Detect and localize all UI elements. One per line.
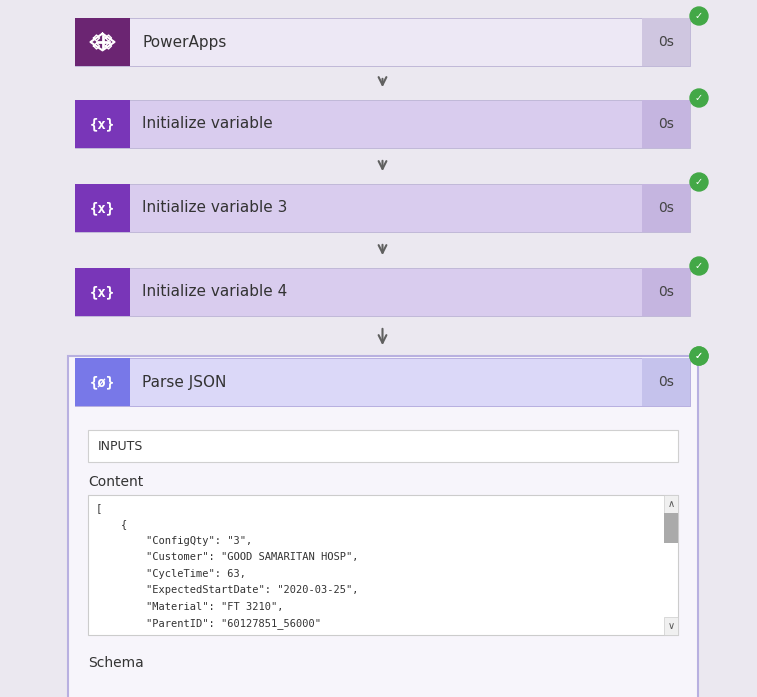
Text: 0s: 0s: [658, 201, 674, 215]
Text: {ø}: {ø}: [90, 375, 115, 389]
FancyBboxPatch shape: [642, 268, 690, 316]
Text: ✓: ✓: [695, 11, 703, 22]
Text: ∧: ∧: [668, 499, 674, 509]
FancyBboxPatch shape: [75, 100, 690, 148]
Text: "CycleTime": 63,: "CycleTime": 63,: [96, 569, 246, 579]
Text: Initialize variable 3: Initialize variable 3: [142, 201, 288, 215]
Circle shape: [690, 7, 708, 25]
FancyBboxPatch shape: [75, 18, 130, 66]
Text: {x}: {x}: [90, 285, 115, 299]
Text: 0s: 0s: [658, 375, 674, 389]
FancyBboxPatch shape: [88, 495, 678, 635]
Text: {x}: {x}: [90, 201, 115, 215]
Text: Content: Content: [88, 475, 143, 489]
FancyBboxPatch shape: [642, 358, 690, 406]
Text: "Material": "FT 3210",: "Material": "FT 3210",: [96, 602, 284, 611]
FancyBboxPatch shape: [88, 430, 678, 462]
Text: 0s: 0s: [658, 35, 674, 49]
Circle shape: [690, 347, 708, 365]
Text: 0s: 0s: [658, 375, 674, 389]
FancyBboxPatch shape: [75, 184, 130, 232]
FancyBboxPatch shape: [75, 184, 690, 232]
Text: INPUTS: INPUTS: [98, 440, 143, 452]
FancyBboxPatch shape: [75, 268, 130, 316]
FancyBboxPatch shape: [75, 268, 690, 316]
Text: ✓: ✓: [695, 261, 703, 272]
Text: "Customer": "GOOD SAMARITAN HOSP",: "Customer": "GOOD SAMARITAN HOSP",: [96, 552, 359, 562]
FancyBboxPatch shape: [75, 100, 130, 148]
Text: {x}: {x}: [90, 117, 115, 131]
Text: Parse JSON: Parse JSON: [142, 374, 226, 390]
Text: 0s: 0s: [658, 285, 674, 299]
Circle shape: [690, 89, 708, 107]
FancyBboxPatch shape: [75, 358, 690, 406]
Text: ✓: ✓: [695, 178, 703, 187]
FancyBboxPatch shape: [642, 184, 690, 232]
FancyBboxPatch shape: [664, 617, 678, 635]
Text: ✓: ✓: [695, 351, 703, 362]
Circle shape: [690, 347, 708, 365]
Text: "ConfigQty": "3",: "ConfigQty": "3",: [96, 535, 252, 546]
Text: PowerApps: PowerApps: [142, 34, 226, 49]
Circle shape: [690, 257, 708, 275]
FancyBboxPatch shape: [75, 358, 690, 406]
Text: ∨: ∨: [668, 621, 674, 631]
FancyBboxPatch shape: [75, 358, 130, 406]
FancyBboxPatch shape: [642, 358, 690, 406]
Text: Schema: Schema: [88, 656, 144, 670]
FancyBboxPatch shape: [642, 18, 690, 66]
Text: "ParentID": "60127851_56000": "ParentID": "60127851_56000": [96, 618, 321, 629]
Text: [: [: [96, 503, 102, 512]
Text: ✓: ✓: [695, 351, 703, 362]
FancyBboxPatch shape: [664, 495, 678, 513]
Text: ✓: ✓: [695, 93, 703, 103]
Circle shape: [690, 173, 708, 191]
Text: Initialize variable: Initialize variable: [142, 116, 273, 132]
FancyBboxPatch shape: [75, 18, 690, 66]
Text: Initialize variable 4: Initialize variable 4: [142, 284, 287, 300]
Text: {: {: [96, 519, 127, 529]
FancyBboxPatch shape: [664, 513, 678, 543]
Text: {ø}: {ø}: [90, 375, 115, 389]
FancyBboxPatch shape: [68, 356, 698, 697]
Text: "ExpectedStartDate": "2020-03-25",: "ExpectedStartDate": "2020-03-25",: [96, 585, 359, 595]
FancyBboxPatch shape: [75, 358, 130, 406]
FancyBboxPatch shape: [642, 100, 690, 148]
Text: Parse JSON: Parse JSON: [142, 374, 226, 390]
Text: 0s: 0s: [658, 117, 674, 131]
